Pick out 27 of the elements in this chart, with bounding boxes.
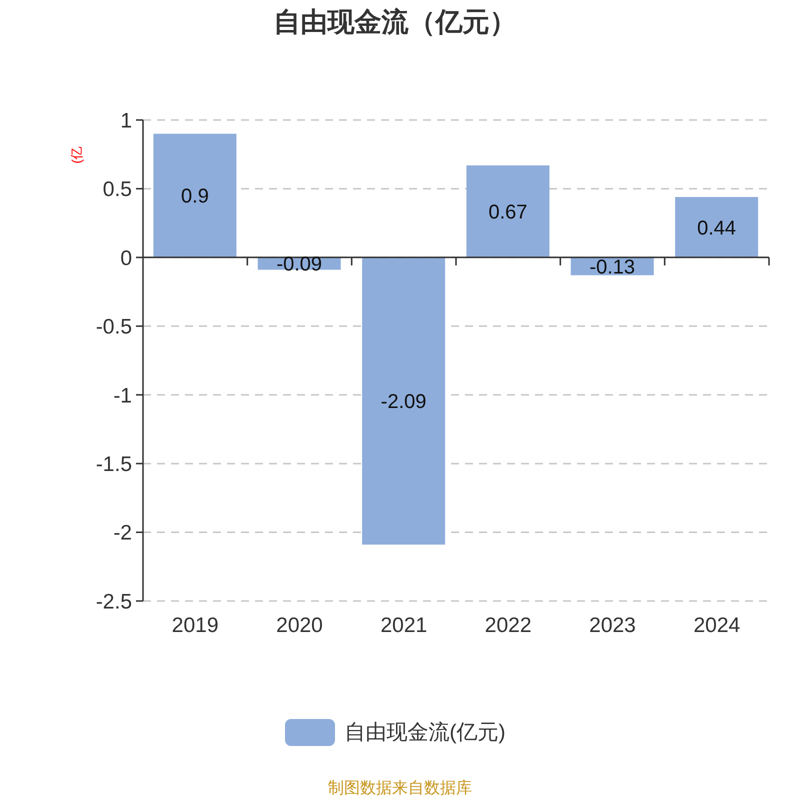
bar xyxy=(675,196,758,258)
data-label: -2.09 xyxy=(380,391,426,414)
text: 制图数据来自数据库 xyxy=(327,778,473,799)
y-axis-title: (亿 xyxy=(68,146,85,164)
bar xyxy=(153,134,236,258)
x-tick-label: 2019 xyxy=(172,614,219,637)
y-tick-label: -2 xyxy=(113,522,132,545)
y-tick-label: 1 xyxy=(120,109,132,132)
y-tick-label: 0 xyxy=(120,246,132,270)
chart-title: 自由现金流（亿元） xyxy=(272,6,518,39)
data-label: -0.13 xyxy=(589,256,636,278)
legend-label: 自由现金流(亿元) xyxy=(344,720,506,746)
y-tick-label: -1.5 xyxy=(96,453,132,476)
bar xyxy=(466,165,550,258)
y-tick-label: -1 xyxy=(113,384,132,408)
data-label: 0.44 xyxy=(697,217,736,240)
x-tick-label: 2023 xyxy=(589,614,636,637)
y-tick-label: -0.5 xyxy=(96,316,132,339)
data-label: 0.9 xyxy=(181,186,209,208)
data-label: 0.67 xyxy=(488,201,528,224)
x-tick-label: 2021 xyxy=(380,614,428,637)
x-tick-label: 2020 xyxy=(276,614,323,637)
x-tick-label: 2022 xyxy=(484,614,532,637)
bar xyxy=(362,257,446,545)
y-tick-label: -2.5 xyxy=(96,590,132,614)
x-tick-label: 2024 xyxy=(693,614,741,637)
y-tick-label: 0.5 xyxy=(102,178,132,202)
